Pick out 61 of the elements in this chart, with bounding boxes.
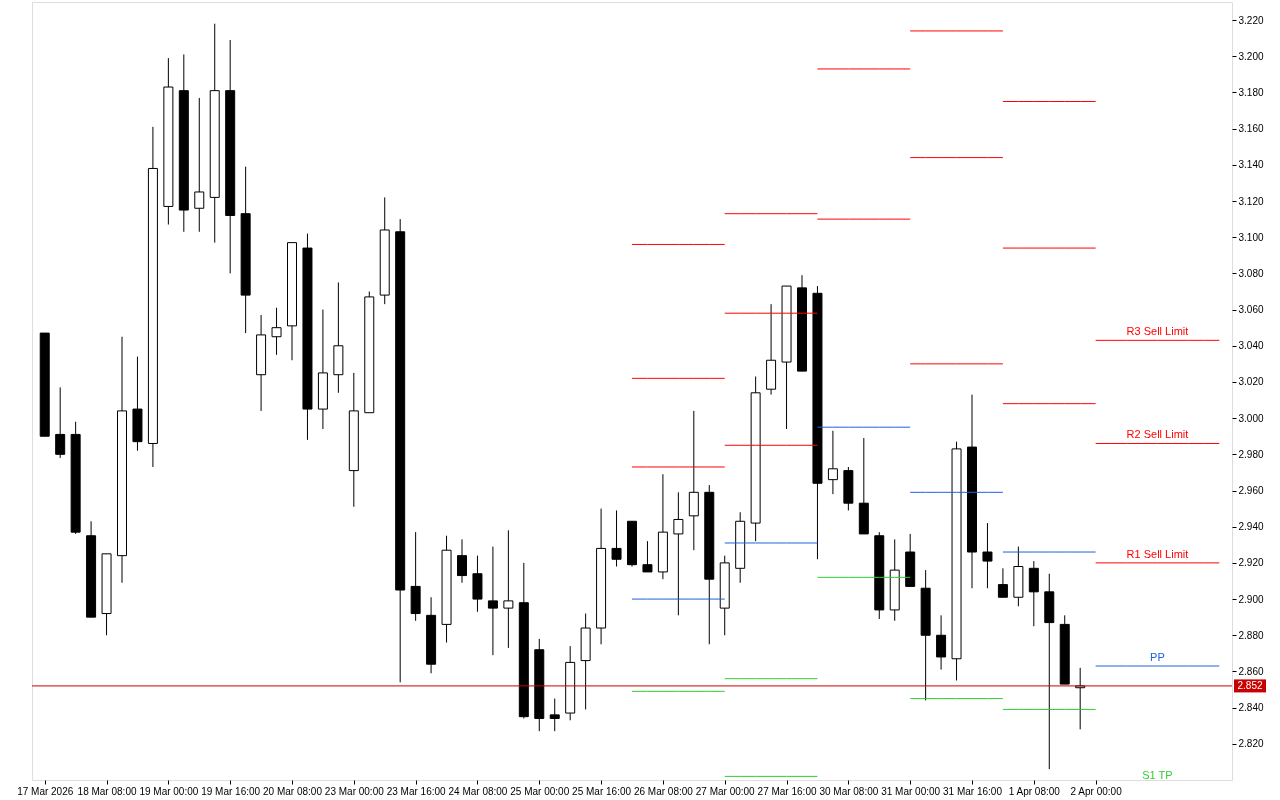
y-tick-label: 3.140	[1238, 159, 1264, 171]
candlestick	[982, 522, 993, 589]
series-label: R3 Sell Limit	[1126, 325, 1189, 338]
annotation: S1 TP	[1142, 769, 1173, 781]
y-tick-label: 2.920	[1238, 557, 1264, 569]
candlestick	[487, 546, 498, 656]
y-tick-label: 2.840	[1238, 702, 1264, 714]
y-tick-label: 3.000	[1238, 412, 1264, 424]
y-tick-label: 2.860	[1238, 665, 1264, 677]
y-tick-label: 3.020	[1238, 376, 1264, 388]
series-label: R2 Sell Limit	[1126, 428, 1189, 441]
candlestick	[936, 614, 947, 671]
candlestick	[688, 410, 699, 551]
candlestick	[642, 540, 653, 573]
x-tick-label: 18 Mar 08:00	[77, 785, 137, 797]
x-tick-label: 17 Mar 2026	[17, 785, 74, 797]
x-tick-label: 25 Mar 16:00	[572, 785, 632, 797]
candlestick	[55, 386, 66, 459]
x-tick-label: 26 Mar 08:00	[633, 785, 694, 797]
candlestick	[997, 567, 1008, 598]
y-tick-label: 2.980	[1238, 448, 1264, 460]
y-tick-label: 3.160	[1238, 123, 1264, 135]
y-tick-label: 2.960	[1238, 485, 1264, 497]
y-tick-label: 3.120	[1238, 195, 1264, 207]
ref-line-label: 2.852	[1237, 679, 1263, 691]
x-tick-label: 19 Mar 00:00	[139, 785, 199, 797]
candlestick	[673, 491, 684, 616]
x-tick-label: 30 Mar 08:00	[819, 785, 879, 797]
candlestick	[611, 509, 622, 567]
x-tick-label: 1 Apr 08:00	[1008, 785, 1061, 797]
series-label: R1 Sell Limit	[1126, 547, 1189, 560]
candlestick	[271, 307, 282, 356]
candlestick	[457, 538, 467, 584]
y-tick-label: 3.040	[1238, 340, 1264, 352]
y-tick-label: 3.180	[1238, 86, 1264, 98]
x-tick-label: 27 Mar 16:00	[757, 785, 817, 797]
x-tick-label: 25 Mar 00:00	[510, 785, 570, 797]
y-tick-label: 3.220	[1238, 14, 1264, 26]
candlestick	[1028, 560, 1039, 627]
y-tick-label: 2.900	[1238, 593, 1264, 605]
x-tick-label: 20 Mar 08:00	[263, 785, 323, 797]
x-tick-label: 19 Mar 16:00	[201, 785, 261, 797]
x-tick-label: 23 Mar 00:00	[324, 785, 385, 797]
y-tick-label: 3.100	[1238, 231, 1264, 243]
x-tick-label: 27 Mar 00:00	[695, 785, 756, 797]
x-tick-label: 31 Mar 16:00	[943, 785, 1003, 797]
y-tick-label: 2.940	[1238, 521, 1264, 533]
x-tick-label: 31 Mar 00:00	[881, 785, 941, 797]
series-label: PP	[1150, 651, 1165, 664]
candlestick	[827, 430, 838, 495]
y-tick-label: 2.820	[1238, 738, 1264, 750]
candlestick	[503, 529, 514, 649]
y-tick-label: 2.880	[1238, 629, 1264, 641]
y-tick-label: 3.200	[1238, 50, 1264, 62]
x-tick-label: 2 Apr 00:00	[1070, 785, 1123, 797]
x-tick-label: 23 Mar 16:00	[386, 785, 447, 797]
candlestick	[194, 97, 205, 233]
y-tick-label: 3.060	[1238, 304, 1264, 316]
y-tick-label: 3.080	[1238, 267, 1264, 279]
x-tick-label: 24 Mar 08:00	[448, 785, 508, 797]
candlestick	[549, 698, 560, 732]
